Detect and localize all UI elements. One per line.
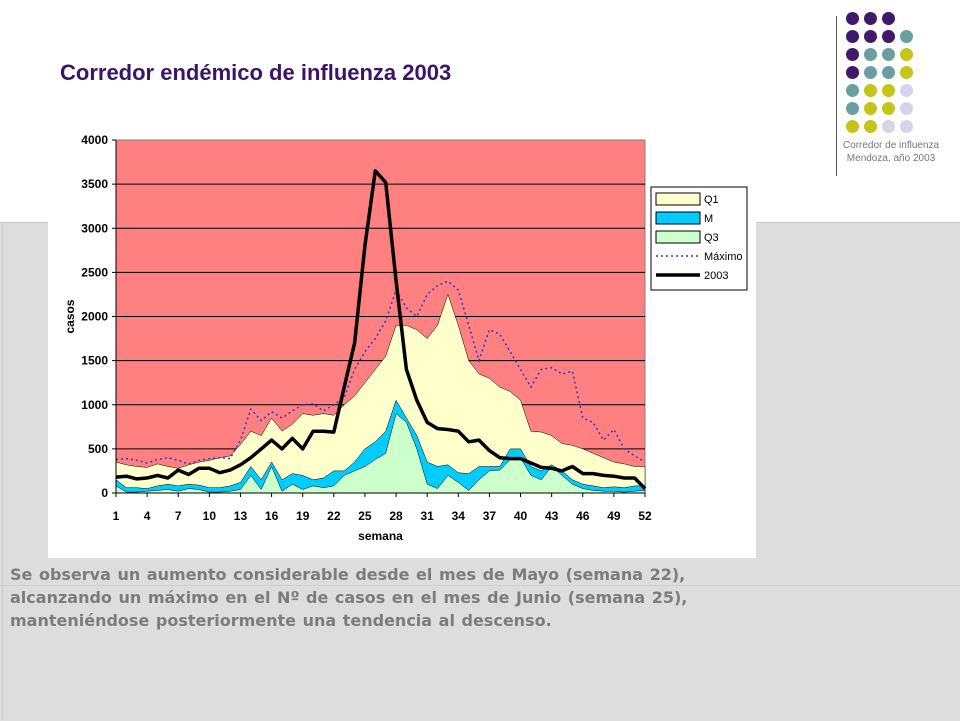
x-tick-label: 37 bbox=[483, 509, 497, 523]
x-tick-label: 40 bbox=[514, 509, 528, 523]
x-tick-label: 1 bbox=[113, 509, 120, 523]
y-tick-label: 1500 bbox=[81, 354, 108, 368]
x-tick-label: 52 bbox=[638, 509, 652, 523]
y-tick-label: 2500 bbox=[81, 265, 108, 279]
decorative-dot bbox=[882, 66, 895, 79]
decorative-dot bbox=[882, 102, 895, 115]
panel-left-rule bbox=[2, 222, 3, 720]
slide-title: Corredor endémico de influenza 2003 bbox=[60, 60, 452, 85]
decorative-dot bbox=[846, 12, 859, 25]
x-axis-title: semana bbox=[358, 529, 403, 543]
decorative-dot bbox=[864, 48, 877, 61]
x-tick-label: 34 bbox=[452, 509, 466, 523]
decorative-dot bbox=[900, 120, 913, 133]
legend-label: 2003 bbox=[704, 270, 728, 282]
endemic-corridor-chart: 0 500 1000 1500 2000 2500 3000 3500 4000 1 4 7 10 13 1… bbox=[48, 110, 756, 558]
x-tick-label: 22 bbox=[327, 509, 341, 523]
legend-label: Máximo bbox=[704, 251, 743, 263]
observation-line-2: alcanzando un máximo en el Nº de casos e… bbox=[10, 588, 688, 607]
decorative-dot bbox=[900, 66, 913, 79]
decorative-dot bbox=[882, 120, 895, 133]
decorative-dot bbox=[864, 12, 877, 25]
decorative-dot bbox=[864, 66, 877, 79]
decorative-dot bbox=[900, 84, 913, 97]
series-2003-line bbox=[115, 169, 647, 490]
y-tick-label: 1000 bbox=[81, 398, 108, 412]
panel-bottom-rule bbox=[0, 585, 960, 586]
x-tick-label: 19 bbox=[296, 509, 310, 523]
decorative-vertical-rule bbox=[836, 16, 837, 176]
x-tick-label: 16 bbox=[265, 509, 279, 523]
x-tick-label: 4 bbox=[144, 509, 151, 523]
decorative-dot bbox=[846, 102, 859, 115]
x-tick-label: 31 bbox=[420, 509, 434, 523]
decorative-dot bbox=[846, 30, 859, 43]
legend-label: M bbox=[704, 213, 713, 225]
series-q1-area bbox=[115, 293, 646, 494]
x-tick-label: 25 bbox=[358, 509, 372, 523]
decorative-dot bbox=[882, 30, 895, 43]
decorative-dot-grid bbox=[846, 12, 956, 142]
decorative-dot bbox=[882, 12, 895, 25]
decorative-dot bbox=[900, 30, 913, 43]
decorative-dot bbox=[900, 102, 913, 115]
x-tick-label: 10 bbox=[203, 509, 217, 523]
decorative-dot bbox=[864, 84, 877, 97]
x-tick-label: 28 bbox=[389, 509, 403, 523]
y-tick-label: 0 bbox=[101, 486, 108, 500]
caption-line-2: Mendoza, año 2003 bbox=[846, 153, 936, 164]
decorative-dot bbox=[882, 48, 895, 61]
x-tick-label: 7 bbox=[175, 509, 182, 523]
x-tick-label: 13 bbox=[234, 509, 248, 523]
decorative-dot bbox=[846, 120, 859, 133]
corner-caption: Corredor de influenza Mendoza, año 2003 bbox=[822, 139, 960, 165]
legend-swatch bbox=[655, 192, 701, 206]
decorative-dot bbox=[864, 30, 877, 43]
observation-text: Se observa un aumento considerable desde… bbox=[10, 563, 910, 632]
legend-label: Q3 bbox=[704, 232, 719, 244]
legend-swatch bbox=[655, 211, 701, 225]
y-tick-label: 4000 bbox=[81, 133, 108, 147]
chart-svg: 0 500 1000 1500 2000 2500 3000 3500 4000 1 4 7 10 13 1… bbox=[63, 133, 748, 543]
series-q3-area bbox=[115, 413, 646, 494]
decorative-dot bbox=[846, 84, 859, 97]
y-tick-label: 3000 bbox=[81, 221, 108, 235]
y-tick-label: 3500 bbox=[81, 177, 108, 191]
legend-label: Q1 bbox=[704, 194, 719, 206]
observation-line-3: manteniéndose posteriormente una tendenc… bbox=[10, 611, 552, 630]
caption-line-1: Corredor de influenza bbox=[842, 140, 940, 151]
x-tick-label: 43 bbox=[545, 509, 559, 523]
y-tick-label: 2000 bbox=[81, 310, 108, 324]
decorative-dot bbox=[900, 48, 913, 61]
decorative-dot bbox=[846, 66, 859, 79]
series-maximo-line bbox=[115, 280, 646, 465]
y-axis-title: casos bbox=[63, 299, 77, 333]
x-tick-label: 49 bbox=[607, 509, 621, 523]
decorative-dot bbox=[846, 48, 859, 61]
decorative-dot bbox=[864, 120, 877, 133]
decorative-dot bbox=[882, 84, 895, 97]
legend-swatch bbox=[655, 230, 701, 244]
x-tick-label: 46 bbox=[576, 509, 590, 523]
observation-line-1: Se observa un aumento considerable desde… bbox=[10, 565, 686, 584]
decorative-dot bbox=[864, 102, 877, 115]
y-tick-label: 500 bbox=[88, 442, 108, 456]
